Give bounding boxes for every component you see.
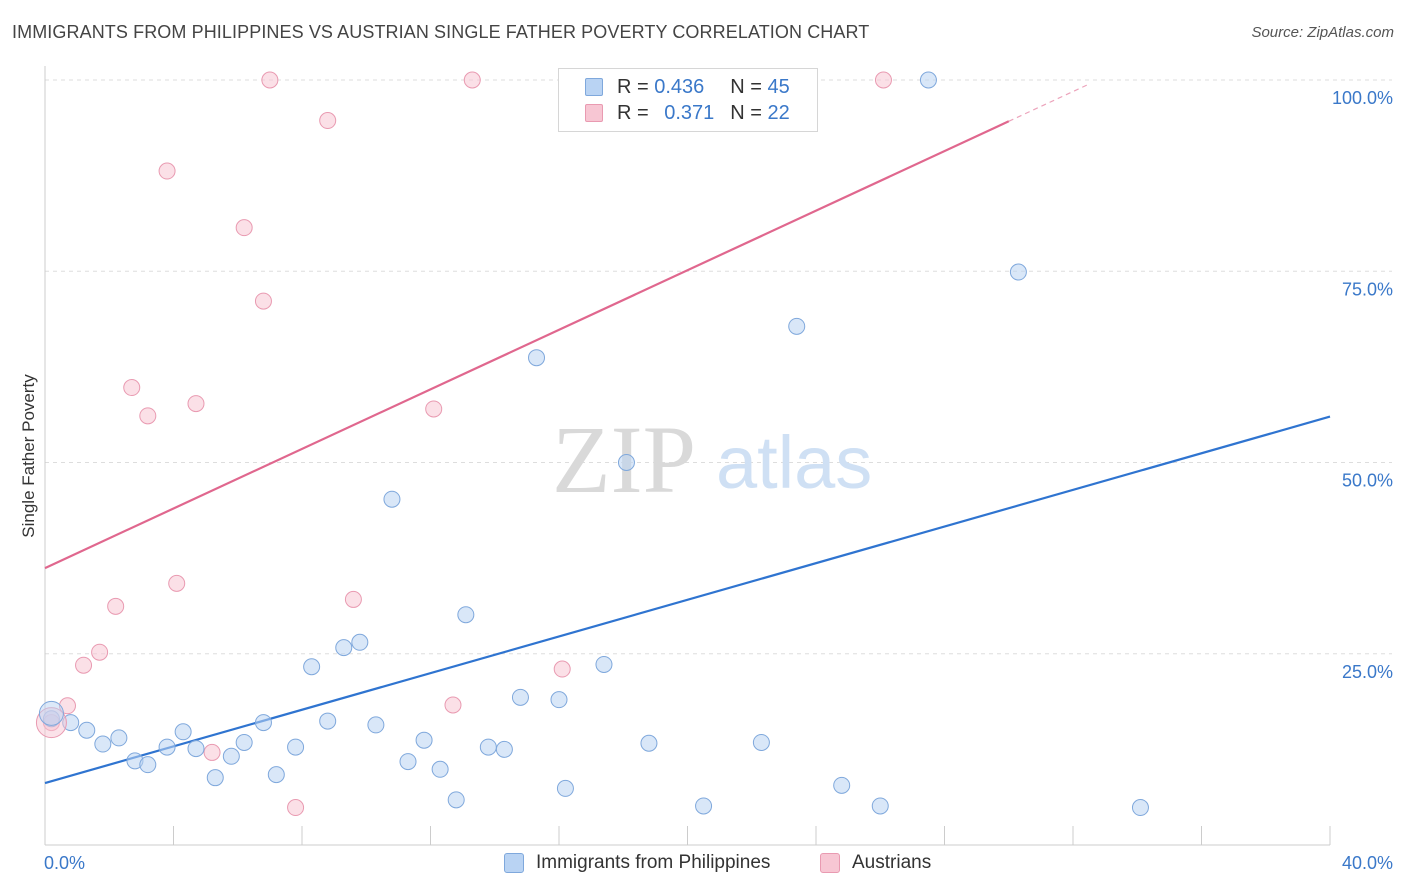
point-philippines [447,791,465,809]
y-tick-label: 50.0% [1342,471,1393,491]
y-tick-label: 25.0% [1342,662,1393,682]
correlation-legend: R = 0.436 N = 45 R = 0.371 N = 22 [558,68,818,132]
legend-swatch-austrians [820,853,840,873]
legend-swatch-philippines [504,853,524,873]
point-philippines [174,723,192,741]
legend-row-philippines: R = 0.436 N = 45 [585,75,790,99]
point-philippines [367,716,385,734]
point-philippines [550,691,568,709]
y-axis-label: Single Father Poverty [19,374,38,538]
point-austrians [107,597,125,615]
point-philippines [158,738,176,756]
point-austrians [261,71,279,89]
point-philippines [752,733,770,751]
legend-row-austrians: R = 0.371 N = 22 [585,101,790,125]
point-philippines [335,639,353,657]
point-austrians [91,643,109,661]
point-philippines [457,606,475,624]
point-austrians [139,407,157,425]
point-philippines [528,349,546,367]
point-austrians [463,71,481,89]
point-philippines [556,779,574,797]
legend-r-label: R = [617,101,649,124]
point-austrians [425,400,443,418]
chart-title: IMMIGRANTS FROM PHILIPPINES VS AUSTRIAN … [12,22,870,42]
point-philippines-cluster [38,700,64,726]
point-austrians [235,219,253,237]
point-austrians [254,292,272,310]
point-philippines [94,735,112,753]
point-austrians [158,162,176,180]
point-philippines [383,490,401,508]
point-philippines [78,721,96,739]
point-philippines [919,71,937,89]
legend-swatch-pink [585,104,603,122]
legend-n-value: 45 [767,75,790,98]
point-austrians [287,799,305,817]
x-tick-label: 0.0% [44,853,85,873]
point-philippines [187,740,205,758]
point-philippines [640,734,658,752]
legend-swatch-blue [585,78,603,96]
point-philippines [871,797,889,815]
point-philippines [110,729,128,747]
point-austrians [553,660,571,678]
series-legend: Immigrants from Philippines Austrians [0,852,1406,878]
point-austrians [444,696,462,714]
point-philippines [139,756,157,774]
legend-r-label: R = [617,75,649,98]
x-tick-label: 40.0% [1342,853,1393,873]
point-philippines [287,738,305,756]
legend-r-value: 0.436 [654,75,705,98]
point-austrians [187,395,205,413]
point-philippines [235,733,253,751]
y-tick-label: 75.0% [1342,279,1393,299]
tick-labels: 25.0% 50.0% 75.0% 100.0% 0.0% 40.0% [44,88,1393,873]
point-philippines [479,738,497,756]
point-philippines [695,797,713,815]
point-philippines [206,769,224,787]
legend-r-value: 0.371 [664,101,715,124]
legend-item-philippines[interactable]: Immigrants from Philippines [504,852,770,874]
source-label: Source: ZipAtlas.com [1251,24,1394,41]
point-austrians [874,71,892,89]
y-tick-label: 100.0% [1332,88,1393,108]
legend-n-label: N = [730,75,762,98]
point-philippines [254,714,272,732]
legend-n-value: 22 [767,101,790,124]
legend-item-austrians[interactable]: Austrians [820,852,931,874]
point-philippines [617,454,635,471]
point-philippines [495,740,513,758]
point-philippines [267,766,285,784]
point-philippines [303,658,321,676]
point-philippines [1009,263,1027,281]
point-austrians [319,112,337,130]
point-philippines [399,753,417,771]
point-austrians [123,379,141,397]
point-austrians [203,743,221,761]
point-austrians [344,590,362,608]
point-austrians [75,656,93,674]
legend-label-austrians: Austrians [852,852,932,873]
watermark: ZIP atlas [552,406,872,513]
watermark-atlas: atlas [716,421,872,504]
grid-lines [45,79,1392,655]
point-philippines [431,760,449,778]
point-philippines [833,776,851,794]
legend-label-philippines: Immigrants from Philippines [536,852,771,873]
point-philippines [595,655,613,673]
point-philippines [511,688,529,706]
point-philippines [415,731,433,749]
point-philippines [788,317,806,335]
point-philippines [1131,799,1149,817]
legend-n-label: N = [730,101,762,124]
point-philippines [319,712,337,730]
trend-line-austrians [44,120,1010,570]
point-austrians [168,574,186,592]
trend-line-austrians-extension [1008,83,1090,122]
point-philippines [351,633,369,651]
point-philippines [222,747,240,765]
